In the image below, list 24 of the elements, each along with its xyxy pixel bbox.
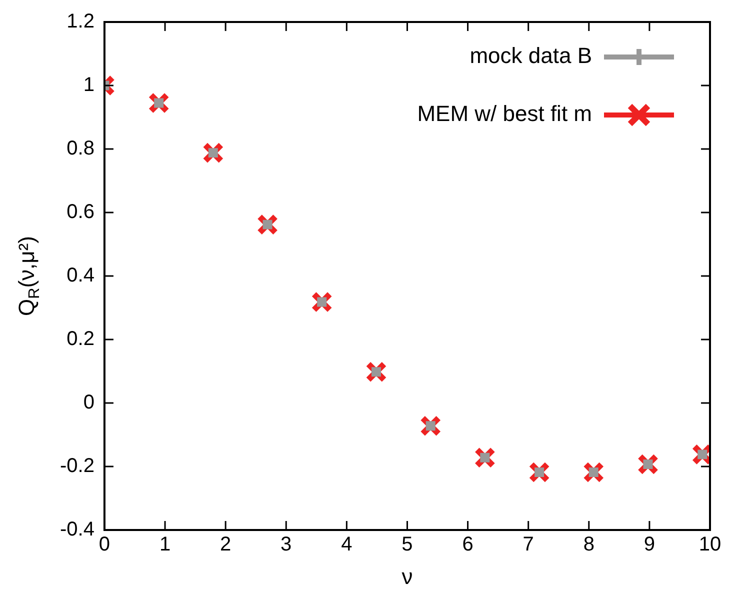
y-tick-label: 0	[83, 392, 94, 414]
x-tick-label: 9	[644, 534, 656, 556]
y-axis-title: QR(ν,μ²)	[14, 236, 43, 316]
x-tick-label: 6	[462, 534, 474, 556]
x-tick-label: 8	[583, 534, 594, 556]
x-tick-label: 7	[522, 534, 534, 556]
y-tick-label: 0.6	[66, 201, 94, 224]
x-tick-label: 5	[402, 534, 413, 556]
y-tick-label: 1	[83, 74, 94, 96]
legend-label: mock data B	[470, 43, 592, 68]
x-axis-title: ν	[402, 564, 413, 590]
x-tick-label: 10	[698, 534, 722, 556]
y-tick-label: 0.2	[66, 328, 94, 350]
y-tick-label: 0.8	[66, 138, 94, 160]
legend-label: MEM w/ best fit m	[417, 101, 592, 126]
y-tick-label: 0.4	[66, 264, 94, 287]
y-tick-label: -0.4	[60, 518, 94, 541]
x-tick-label: 3	[280, 534, 292, 556]
x-tick-label: 2	[220, 534, 232, 556]
y-tick-label: -0.2	[60, 455, 94, 478]
x-tick-label: 4	[341, 534, 352, 556]
x-tick-label: 0	[98, 534, 110, 556]
x-tick-label: 1	[159, 534, 171, 556]
y-tick-label: 1.2	[66, 10, 94, 33]
